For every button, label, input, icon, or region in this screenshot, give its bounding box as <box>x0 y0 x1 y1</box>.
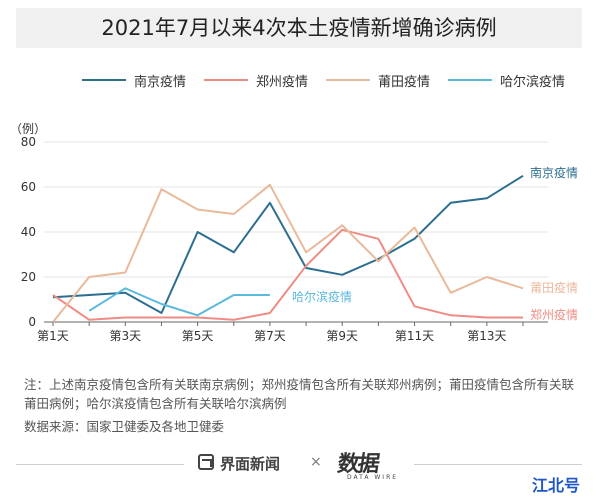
footer-rule-right <box>414 464 582 465</box>
series-end-label: 郑州疫情 <box>530 307 578 322</box>
legend-swatch-putian <box>326 79 370 81</box>
brand-jiemian: 界面新闻 <box>220 455 281 473</box>
footer-rule-left <box>16 464 184 465</box>
watermark-badge: 江北号 <box>532 476 581 495</box>
series-line-2 <box>52 183 524 323</box>
x-tick-label: 第13天 <box>467 329 506 343</box>
legend-swatch-nanjing <box>82 79 126 81</box>
series-lines <box>52 174 524 323</box>
chart-title: 2021年7月以来4次本土疫情新增确诊病例 <box>101 16 497 40</box>
series-end-label: 莆田疫情 <box>530 280 578 295</box>
legend-swatch-zhengzhou <box>204 79 248 81</box>
legend-label-putian: 莆田疫情 <box>378 75 431 90</box>
x-tick-label: 第3天 <box>109 329 141 343</box>
y-tick-label: 0 <box>28 315 36 329</box>
y-tick-label: 20 <box>21 270 36 284</box>
grid-lines <box>44 141 548 278</box>
series-line-3 <box>88 287 270 317</box>
legend-label-nanjing: 南京疫情 <box>134 75 187 90</box>
title-bar: 2021年7月以来4次本土疫情新增确诊病例 <box>16 8 582 48</box>
series-line-1 <box>52 228 523 321</box>
brand-datawire-sub: DATA WIRE <box>347 474 399 481</box>
line-chart: （例） 0 20 40 60 80 第1天 第3天 第5天 第7天 第9天 第11天 第13天 南京… <box>10 122 578 343</box>
brand-separator: × <box>310 454 322 470</box>
series-line-0 <box>52 174 524 314</box>
footnote: 注：上述南京疫情包含所有关联南京病例；郑州疫情包含所有关联郑州病例；莆田疫情包含… <box>24 377 575 411</box>
x-tick-label: 第1天 <box>37 329 69 343</box>
y-tick-label: 60 <box>21 180 36 194</box>
series-end-label: 哈尔滨疫情 <box>292 289 352 304</box>
footer: 界面新闻 × 数据 DATA WIRE <box>0 444 598 500</box>
data-source: 数据来源：国家卫健委及各地卫健委 <box>24 419 225 434</box>
x-axis: 第1天 第3天 第5天 第7天 第9天 第11天 第13天 <box>37 321 548 343</box>
y-tick-label: 40 <box>21 225 36 239</box>
x-tick-label: 第7天 <box>254 329 286 343</box>
jiemian-logo-icon <box>198 454 214 470</box>
x-tick-label: 第11天 <box>395 329 434 343</box>
y-tick-labels: 0 20 40 60 80 <box>21 135 36 329</box>
series-end-label: 南京疫情 <box>530 165 578 180</box>
x-tick-label: 第9天 <box>326 329 358 343</box>
y-tick-label: 80 <box>21 135 36 149</box>
legend-label-zhengzhou: 郑州疫情 <box>256 75 309 90</box>
legend-label-harbin: 哈尔滨疫情 <box>500 75 566 90</box>
x-tick-label: 第5天 <box>182 329 214 343</box>
legend-swatch-harbin <box>448 79 492 81</box>
y-unit-label: （例） <box>10 122 46 136</box>
